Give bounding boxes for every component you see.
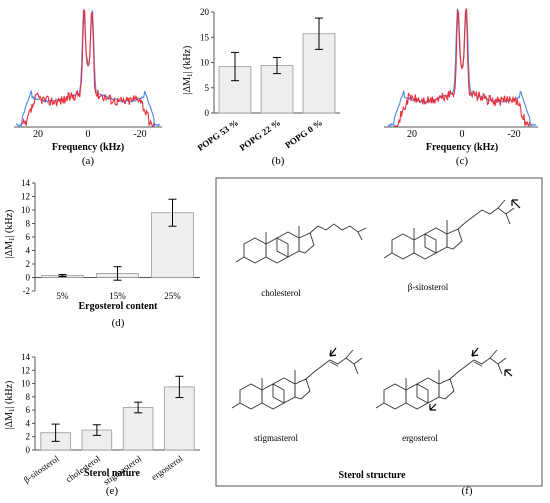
d-ytick-label: 8 bbox=[26, 219, 31, 229]
b-category-label: POPG 22 % bbox=[238, 117, 283, 152]
d-ytick-label: 4 bbox=[26, 246, 31, 256]
panel-d-ylabel: |ΔM1| (kHz) bbox=[4, 210, 16, 259]
e-ytick-label: 12 bbox=[21, 365, 30, 375]
panel-b-label: (b) bbox=[272, 155, 285, 167]
panel-c-tick-mid: 0 bbox=[460, 129, 465, 140]
panel-b-ylabel: |ΔM1| (kHz) bbox=[182, 46, 194, 95]
cholesterol-structure bbox=[235, 223, 367, 264]
panel-e-ylabel: |ΔM1| (kHz) bbox=[4, 381, 16, 430]
stigmasterol-arrow-icon bbox=[329, 347, 337, 357]
b-ytick-label: 0 bbox=[205, 108, 210, 118]
panel-d: |ΔM1| (kHz) -2 0 2 4 6 8 10 12 14 5% 15% 25% Ergos… bbox=[4, 178, 200, 329]
panel-a-label: (a) bbox=[82, 155, 95, 167]
molecule-name-beta-sitosterol: β-sitosterol bbox=[408, 282, 449, 292]
panel-c-tick-left: 20 bbox=[407, 129, 417, 140]
b-category-label: POPG 0 % bbox=[283, 117, 324, 150]
ergosterol-arrow-top-icon bbox=[471, 347, 479, 357]
panel-c-red-spectrum bbox=[394, 8, 531, 128]
e-ytick-label: 0 bbox=[26, 445, 31, 455]
e-ytick-label: 4 bbox=[26, 418, 31, 428]
d-ytick-label: 10 bbox=[21, 205, 31, 215]
d-ytick-label: 14 bbox=[21, 178, 31, 188]
d-category-label: 5% bbox=[57, 291, 70, 301]
panel-c: 20 0 -20 Frequency (kHz) (c) bbox=[384, 8, 538, 167]
panel-f: cholesterol β-sitosterol bbox=[215, 177, 543, 487]
panel-a: 20 0 -20 Frequency (kHz) (a) bbox=[14, 9, 162, 167]
panel-a-tick-right: -20 bbox=[133, 129, 146, 140]
d-category-label: 15% bbox=[109, 291, 126, 301]
d-ytick-label: 12 bbox=[21, 192, 30, 202]
panel-d-label: (d) bbox=[112, 317, 125, 329]
e-ytick-label: 14 bbox=[21, 352, 31, 362]
panel-e-label: (e) bbox=[106, 485, 119, 497]
panel-a-red-spectrum bbox=[21, 9, 155, 127]
e-ytick-label: 10 bbox=[21, 379, 31, 389]
stigmasterol-structure bbox=[231, 349, 363, 410]
d-ytick-label: 2 bbox=[26, 259, 31, 269]
e-bar bbox=[122, 407, 154, 451]
panel-d-xlabel: Ergosterol content bbox=[79, 301, 159, 312]
panel-a-tick-mid: 0 bbox=[86, 129, 91, 140]
d-ytick-label: 0 bbox=[26, 273, 31, 283]
molecule-name-cholesterol: cholesterol bbox=[261, 288, 301, 298]
panel-a-xlabel: Frequency (kHz) bbox=[52, 142, 124, 153]
panel-f-label: (f) bbox=[462, 485, 473, 497]
e-ytick-label: 8 bbox=[26, 392, 31, 402]
panel-c-xlabel: Frequency (kHz) bbox=[426, 142, 498, 153]
d-ytick-label: -2 bbox=[23, 286, 31, 296]
e-category-label: ergosterol bbox=[149, 453, 184, 482]
ergosterol-arrow-bottom-icon bbox=[429, 403, 437, 411]
panel-f-title: Sterol structure bbox=[338, 470, 406, 481]
molecule-name-ergosterol: ergosterol bbox=[402, 433, 438, 443]
b-ytick-label: 15 bbox=[200, 32, 210, 42]
d-category-label: 25% bbox=[164, 291, 181, 301]
beta-sitosterol-structure bbox=[383, 199, 515, 260]
b-ytick-label: 10 bbox=[200, 58, 210, 68]
panel-c-label: (c) bbox=[456, 155, 469, 167]
panel-c-tick-right: -20 bbox=[507, 129, 520, 140]
b-category-label: POPG 53 % bbox=[196, 117, 241, 152]
molecule-name-stigmasterol: stigmasterol bbox=[254, 433, 298, 443]
e-ytick-label: 2 bbox=[26, 432, 31, 442]
panel-f-frame bbox=[215, 177, 543, 487]
sitosterol-arrow-icon bbox=[511, 199, 521, 209]
e-ytick-label: 6 bbox=[26, 405, 31, 415]
e-category-label: β-sitosterol bbox=[22, 453, 61, 485]
panel-e-xlabel: Sterol nature bbox=[84, 468, 141, 479]
panel-a-blue-spectrum bbox=[15, 9, 161, 128]
ergosterol-structure bbox=[375, 349, 507, 410]
ergosterol-arrow-right-icon bbox=[504, 369, 513, 377]
b-ytick-label: 5 bbox=[205, 83, 210, 93]
d-ytick-label: 6 bbox=[26, 232, 31, 242]
panel-a-tick-left: 20 bbox=[33, 129, 43, 140]
panel-b: |ΔM1| (kHz) 0 5 10 15 20 POPG 53 %POPG 22 % P… bbox=[182, 7, 340, 167]
b-ytick-label: 20 bbox=[200, 7, 210, 17]
